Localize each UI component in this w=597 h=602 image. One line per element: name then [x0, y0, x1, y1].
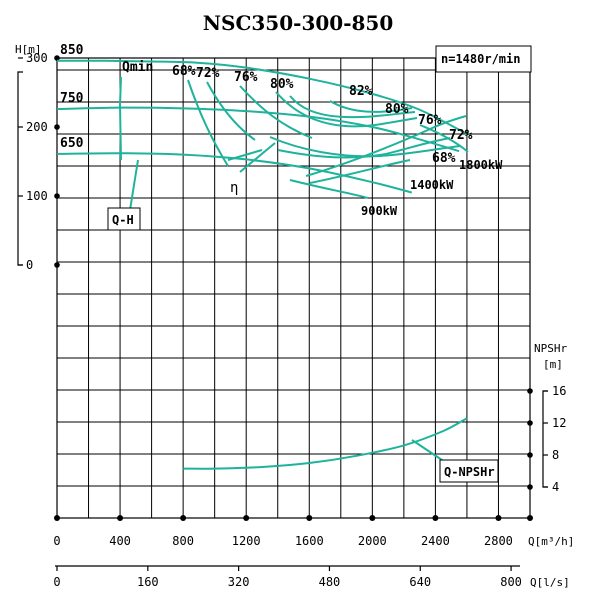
- impeller-label-650: 650: [60, 136, 84, 151]
- npsh-axis-dot: [527, 452, 533, 458]
- qls-axis-label: Q[l/s]: [530, 576, 570, 589]
- qls-tick-label: 800: [500, 575, 522, 589]
- qh-box: [107, 207, 141, 231]
- efficiency-curve: [269, 136, 461, 158]
- power-curve: [419, 124, 469, 153]
- efficiency-curve: [305, 115, 467, 177]
- npsh-axis-label-unit: [m]: [543, 358, 563, 371]
- efficiency-label: 68%: [172, 64, 196, 79]
- h-axis-line: [17, 71, 23, 266]
- efficiency-label: 72%: [449, 128, 473, 143]
- curves: [56, 59, 469, 470]
- chart-title: NSC350-300-850: [203, 11, 394, 35]
- h-axis-dot: [54, 55, 60, 61]
- h-axis-dot: [54, 262, 60, 268]
- qls-tick-label: 320: [228, 575, 250, 589]
- q-axis-dot: [495, 515, 502, 521]
- h-tick-label: 0: [26, 258, 33, 272]
- q-axis-dot: [369, 515, 376, 521]
- impeller-label-850: 850: [60, 43, 84, 58]
- q-axis-dot: [117, 515, 124, 521]
- speed-box: [435, 45, 532, 73]
- npsh-axis-label-top: NPSHr: [534, 342, 567, 355]
- power-label: 1400kW: [410, 178, 454, 192]
- qls-tick-label: 160: [137, 575, 159, 589]
- axes: [17, 55, 548, 571]
- q-tick-label: 2000: [358, 534, 387, 548]
- qmin-label: Qmin: [122, 60, 153, 75]
- efficiency-curve: [277, 137, 451, 159]
- qls-tick-label: 640: [409, 575, 431, 589]
- npsh-axis-dot: [527, 420, 533, 426]
- q-tick-label: 1200: [232, 534, 261, 548]
- efficiency-label: 68%: [432, 151, 456, 166]
- h-tick-label: 200: [26, 120, 48, 134]
- eta-leader: [239, 142, 276, 173]
- npsh-tick-label: 4: [552, 480, 559, 494]
- qh-label: Q-H: [112, 213, 134, 227]
- q-tick-label: 2800: [484, 534, 513, 548]
- head-curve-850: [56, 59, 468, 135]
- efficiency-label: 80%: [270, 77, 294, 92]
- q-axis-dot: [180, 515, 187, 521]
- efficiency-label: 82%: [349, 84, 373, 99]
- q-tick-label: 400: [109, 534, 131, 548]
- h-tick-label: 100: [26, 189, 48, 203]
- plot-frame: [56, 57, 531, 519]
- eta-label: η: [230, 180, 238, 196]
- q-axis-dot: [527, 515, 533, 521]
- qls-tick-label: 0: [53, 575, 60, 589]
- efficiency-curve: [329, 100, 413, 113]
- npsh-curve: [183, 417, 468, 470]
- q-tick-label: 800: [172, 534, 194, 548]
- power-curve: [309, 159, 411, 184]
- h-axis-dot: [54, 193, 60, 199]
- efficiency-label: 76%: [418, 113, 442, 128]
- npshr-box: [439, 459, 499, 483]
- npsh-leader: [411, 439, 446, 463]
- q-axis-dot: [54, 515, 60, 521]
- npsh-axis-dot: [527, 388, 533, 394]
- h-axis-label: H[m]: [15, 43, 42, 56]
- q-tick-label: 1600: [295, 534, 324, 548]
- q-axis-dot: [306, 515, 313, 521]
- qh-leader: [129, 159, 139, 211]
- qls-tick-label: 480: [319, 575, 341, 589]
- power-label: 1800kW: [459, 158, 503, 172]
- efficiency-label: 72%: [196, 66, 220, 81]
- h-tick-label: 300: [26, 51, 48, 65]
- impeller-label-750: 750: [60, 91, 84, 106]
- npsh-axis-line: [542, 390, 548, 488]
- q-axis-label: Q[m³/h]: [528, 535, 574, 548]
- power-label: 900kW: [361, 204, 398, 218]
- efficiency-label: 76%: [234, 70, 258, 85]
- power-curve: [289, 179, 369, 199]
- npsh-tick-label: 12: [552, 416, 566, 430]
- efficiency-curve: [275, 91, 418, 128]
- q-axis-dot: [432, 515, 439, 521]
- grid: [56, 57, 531, 519]
- efficiency-curve: [289, 95, 416, 119]
- h-axis-dot: [54, 124, 60, 130]
- efficiency-label: 80%: [385, 102, 409, 117]
- q-tick-label: 2400: [421, 534, 450, 548]
- npsh-axis-dot: [527, 484, 533, 490]
- npsh-tick-label: 8: [552, 448, 559, 462]
- npshr-label: Q-NPSHr: [444, 465, 495, 479]
- efficiency-curve: [187, 79, 229, 167]
- efficiency-curve: [239, 85, 313, 139]
- efficiency-curve: [206, 81, 256, 141]
- npsh-tick-label: 16: [552, 384, 566, 398]
- head-curve-750: [56, 106, 460, 153]
- speed-label: n=1480r/min: [441, 52, 520, 66]
- labels: NSC350-300-850 n=1480r/min H[m]300 200 100 0 N…: [15, 11, 574, 589]
- qmin-line: [118, 76, 122, 161]
- q-axis-dot: [243, 515, 250, 521]
- eta-leader-2: [227, 149, 263, 161]
- q-tick-label: 0: [53, 534, 60, 548]
